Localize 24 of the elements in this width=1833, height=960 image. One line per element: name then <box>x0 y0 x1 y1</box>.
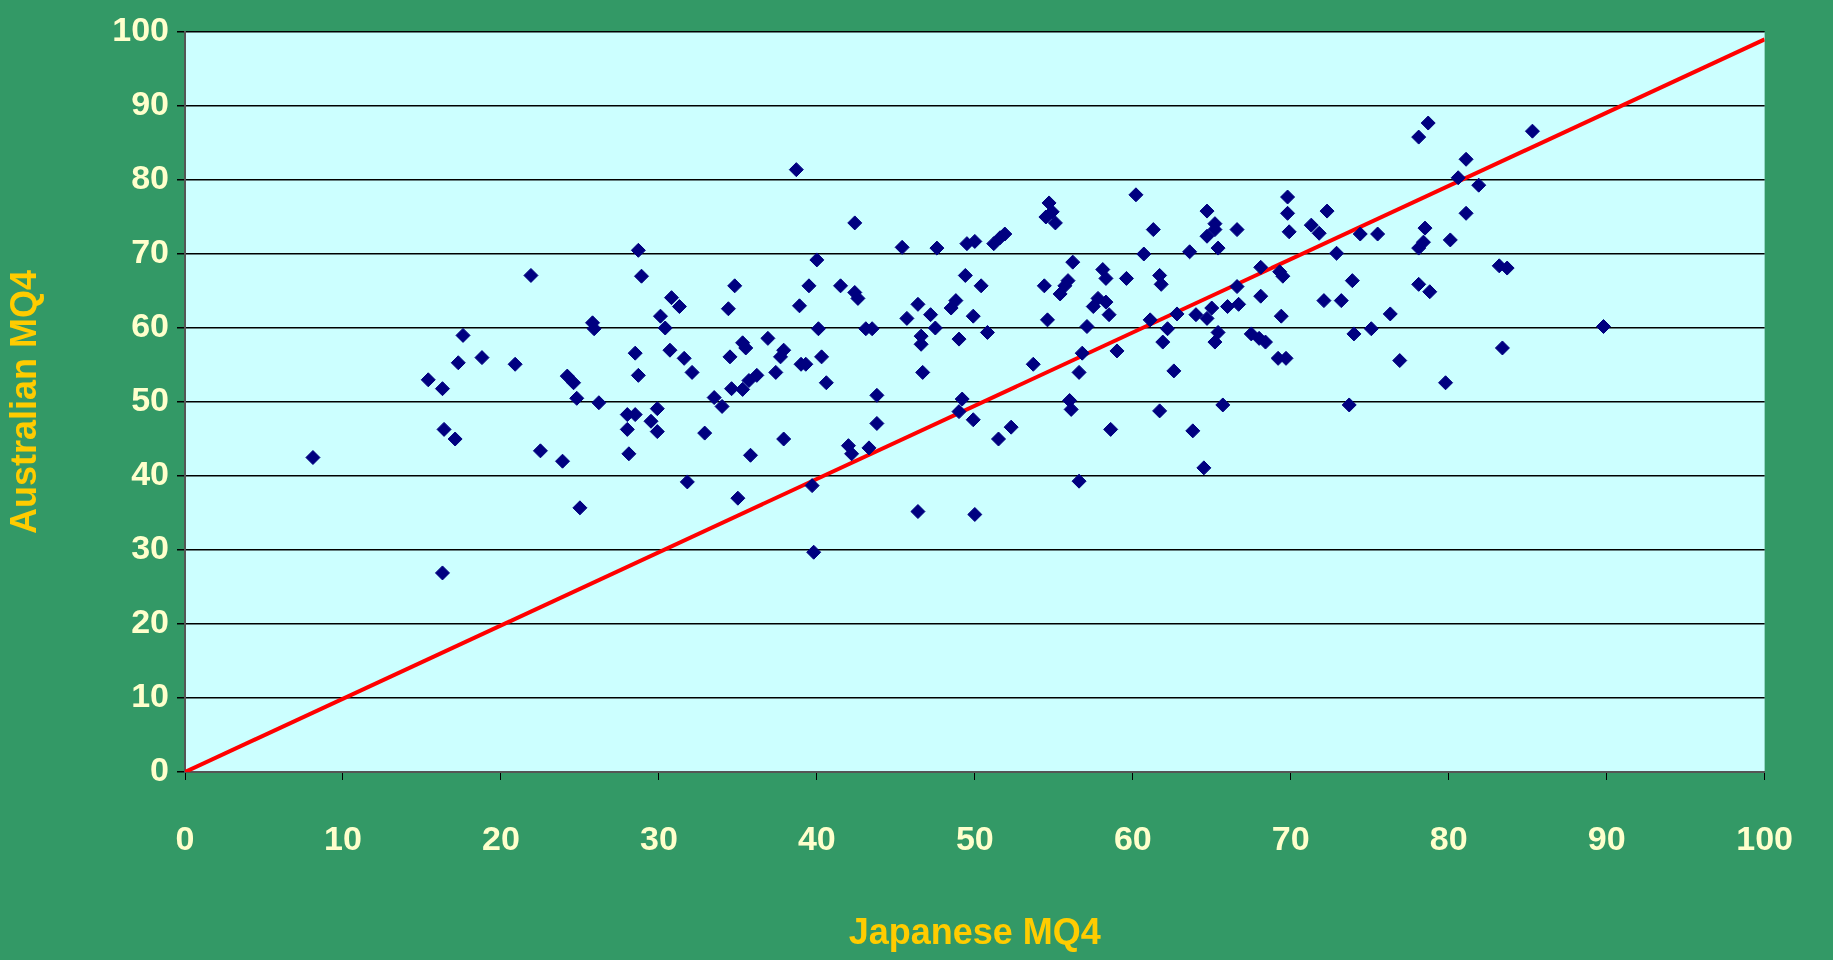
y-tick-label: 80 <box>131 158 169 197</box>
x-tick-label: 0 <box>175 818 195 857</box>
x-tick-label: 100 <box>1736 818 1793 857</box>
x-tick-label: 90 <box>1587 818 1626 857</box>
y-tick-label: 40 <box>131 454 169 493</box>
x-tick-label: 70 <box>1271 818 1310 857</box>
y-tick-label: 100 <box>112 10 169 49</box>
y-tick-label: 0 <box>150 750 169 789</box>
y-tick-label: 30 <box>131 528 169 567</box>
y-tick-label: 90 <box>131 84 169 123</box>
x-tick-label: 50 <box>955 818 994 857</box>
x-tick-label: 60 <box>1113 818 1152 857</box>
y-tick-label: 50 <box>131 380 169 419</box>
y-tick-label: 70 <box>131 232 169 271</box>
y-tick-label: 20 <box>131 602 169 641</box>
x-tick-label: 80 <box>1429 818 1468 857</box>
y-axis-title: Australian MQ4 <box>2 269 44 535</box>
y-tick-label: 10 <box>131 676 169 715</box>
x-tick-label: 20 <box>482 818 520 857</box>
x-tick-label: 30 <box>639 818 678 857</box>
x-tick-label: 10 <box>324 818 362 857</box>
x-axis-title: Japanese MQ4 <box>848 911 1101 953</box>
y-tick-label: 60 <box>131 306 169 345</box>
x-tick-label: 40 <box>797 818 836 857</box>
